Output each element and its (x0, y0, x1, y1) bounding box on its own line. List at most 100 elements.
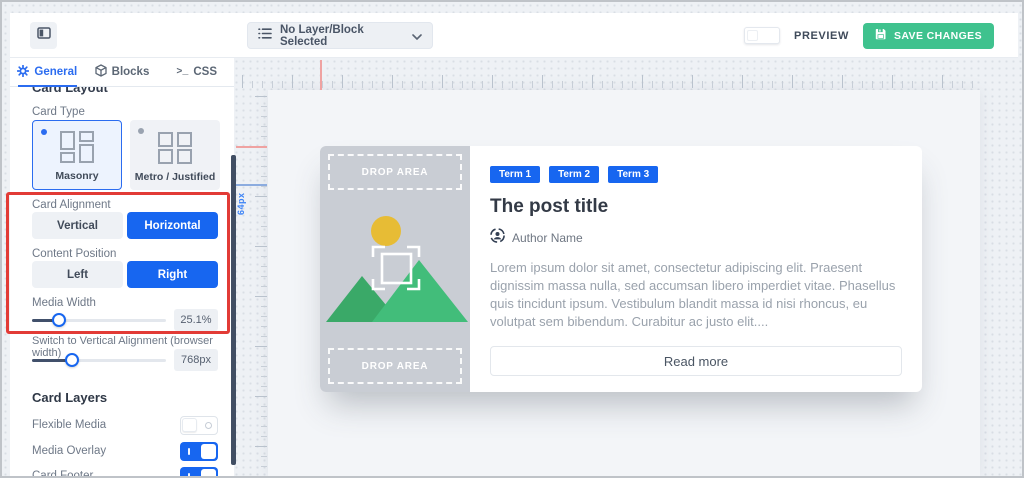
metro-grid-icon (158, 132, 192, 164)
sidebar-collapse-button[interactable] (30, 22, 57, 49)
slider-fill (32, 358, 73, 362)
card-type-metro-justified[interactable]: Metro / Justified (130, 120, 220, 190)
save-icon (875, 28, 887, 43)
drop-area-bottom-label: DROP AREA (361, 360, 429, 372)
preview-toggle-knob (747, 30, 759, 41)
card-alignment-segment: Vertical Horizontal (32, 212, 218, 239)
toggle-knob (201, 468, 216, 476)
content-position-segment: Left Right (32, 261, 218, 288)
card-type-metro-label: Metro / Justified (134, 171, 216, 183)
layer-block-select[interactable]: No Layer/Block Selected (247, 22, 433, 49)
layer-row-media-overlay: Media Overlay (32, 441, 218, 461)
drop-area-bottom[interactable]: DROP AREA (328, 348, 462, 384)
save-changes-label: SAVE CHANGES (893, 29, 982, 42)
card-type-masonry[interactable]: Masonry (32, 120, 122, 190)
term-badge[interactable]: Term 3 (608, 166, 659, 183)
guide-measure-label: 64px (236, 192, 246, 215)
terminal-icon: >_ (176, 66, 189, 78)
tab-blocks-label: Blocks (111, 66, 150, 78)
save-changes-button[interactable]: SAVE CHANGES (862, 22, 994, 49)
layer-block-select-value: No Layer/Block Selected (280, 23, 364, 48)
media-overlay-toggle[interactable] (180, 441, 218, 461)
toggle-off-mark (205, 421, 212, 429)
vertical-switch-value: 768px (174, 349, 218, 371)
card-alignment-label: Card Alignment (32, 199, 111, 211)
tab-general[interactable]: General (10, 58, 85, 87)
media-overlay-label: Media Overlay (32, 445, 107, 457)
media-width-row: 25.1% (32, 308, 218, 332)
content-position-label: Content Position (32, 248, 117, 260)
guide-line-red-vertical (320, 60, 322, 90)
sidebar-tabs: General Blocks >_ CSS (10, 58, 234, 87)
vertical-switch-slider-handle[interactable] (65, 353, 80, 367)
radio-unselected (138, 128, 144, 134)
card-media-area: DROP AREA DROP AREA (320, 146, 470, 392)
post-excerpt: Lorem ipsum dolor sit amet, consectetur … (490, 260, 896, 329)
tab-blocks[interactable]: Blocks (85, 58, 160, 86)
alignment-vertical-button[interactable]: Vertical (32, 212, 123, 239)
toggle-knob (182, 417, 197, 432)
vertical-switch-label: Switch to Vertical Alignment (browser wi… (32, 335, 213, 359)
card-type-label: Card Type (32, 106, 85, 118)
vertical-switch-row: 768px (32, 348, 218, 372)
scrolled-section-heading: Card Layout (32, 87, 108, 95)
masonry-grid-icon (60, 131, 94, 163)
position-left-button[interactable]: Left (32, 261, 123, 288)
term-badges: Term 1 Term 2 Term 3 (490, 166, 902, 183)
media-width-value: 25.1% (174, 309, 218, 331)
slider-track (32, 318, 166, 322)
slider-fill (32, 318, 59, 322)
tab-general-label: General (34, 66, 78, 78)
chevron-down-icon (412, 27, 422, 45)
toggle-on-mark (188, 472, 190, 476)
guide-line-red-horizontal (236, 146, 267, 148)
post-card-preview: DROP AREA DROP AREA Term 1 Term 2 Term 3… (320, 146, 922, 392)
post-title: The post title (490, 196, 609, 217)
card-type-options: Masonry Metro / Justified (32, 120, 220, 190)
card-footer-toggle[interactable] (180, 466, 218, 476)
card-footer-label: Card Footer (32, 470, 94, 478)
preview-toggle[interactable] (744, 27, 781, 44)
flexible-media-label: Flexible Media (32, 419, 107, 431)
gear-icon (17, 64, 30, 80)
tab-css[interactable]: >_ CSS (159, 58, 234, 86)
drop-area-top-label: DROP AREA (361, 166, 429, 178)
image-placeholder-icon (326, 216, 468, 322)
top-bar: No Layer/Block Selected PREVIEW SAVE CHA… (10, 13, 1018, 58)
card-content-area: Term 1 Term 2 Term 3 The post title Auth… (470, 146, 922, 392)
media-width-slider-handle[interactable] (51, 313, 66, 327)
horizontal-ruler (242, 62, 976, 88)
settings-sidebar: General Blocks >_ CSS Card Layout Card T… (10, 58, 234, 476)
avatar-icon (490, 228, 505, 248)
preview-label: PREVIEW (794, 29, 849, 42)
vertical-switch-slider[interactable] (32, 348, 166, 372)
read-more-button[interactable]: Read more (490, 346, 902, 376)
vertical-ruler (252, 96, 267, 476)
author-row: Author Name (490, 228, 902, 248)
guide-line-blue-horizontal (236, 184, 267, 186)
media-width-slider[interactable] (32, 308, 166, 332)
card-type-masonry-label: Masonry (55, 170, 99, 182)
layer-row-flexible-media: Flexible Media (32, 415, 218, 435)
flexible-media-toggle[interactable] (180, 415, 218, 435)
term-badge[interactable]: Term 2 (549, 166, 600, 183)
tab-css-label: CSS (193, 66, 218, 78)
toggle-on-mark (188, 447, 190, 455)
sidebar-collapse-icon (36, 26, 51, 45)
position-right-button[interactable]: Right (127, 261, 218, 288)
sidebar-scrollbar[interactable] (231, 155, 236, 465)
author-name: Author Name (512, 231, 583, 245)
card-layers-heading: Card Layers (32, 390, 108, 405)
layer-row-card-footer: Card Footer (32, 466, 218, 478)
toggle-knob (201, 443, 216, 459)
topbar-actions: PREVIEW SAVE CHANGES (744, 13, 994, 58)
media-width-label: Media Width (32, 297, 96, 309)
radio-selected (41, 129, 47, 135)
slider-track (32, 358, 166, 362)
cube-icon (94, 64, 107, 80)
term-badge[interactable]: Term 1 (490, 166, 541, 183)
drop-area-top[interactable]: DROP AREA (328, 154, 462, 190)
alignment-horizontal-button[interactable]: Horizontal (127, 212, 218, 239)
layer-list-icon (258, 27, 272, 45)
